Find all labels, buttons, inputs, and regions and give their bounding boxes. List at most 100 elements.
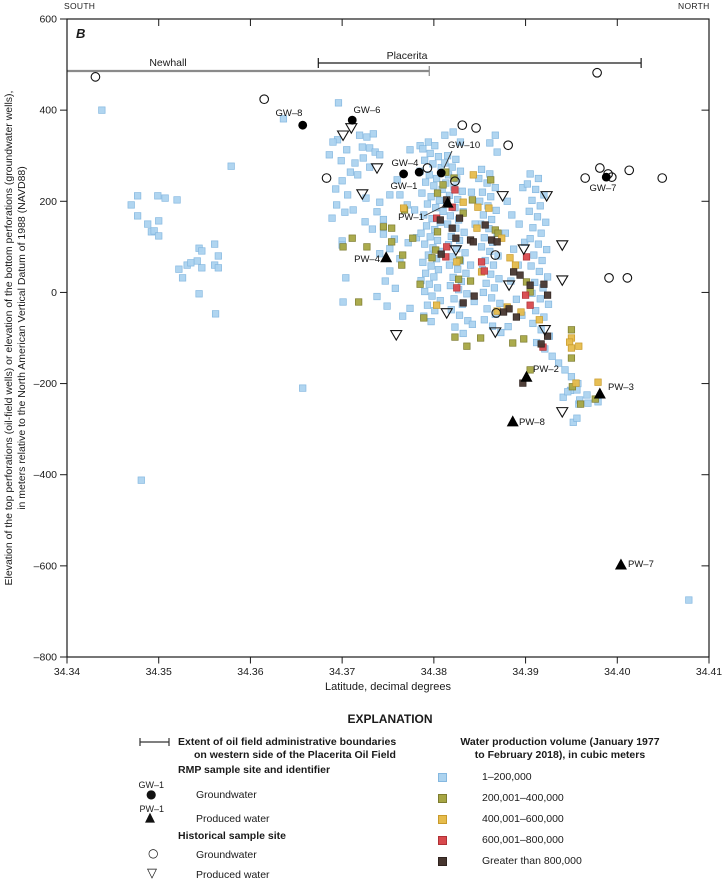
hist-produced-marker bbox=[555, 407, 569, 419]
square-point-vol_1_200k bbox=[490, 284, 498, 292]
square-point-vol_1_200k bbox=[214, 252, 222, 260]
x-tick-label: 34.40 bbox=[604, 666, 630, 678]
square-point-vol_1_200k bbox=[332, 185, 340, 193]
x-tick-label: 34.34 bbox=[54, 666, 80, 678]
square-point-vol_gt_800k bbox=[493, 238, 501, 246]
site-label: PW–1 bbox=[398, 212, 424, 223]
square-point-vol_1_200k bbox=[426, 149, 434, 158]
square-point-vol_1_200k bbox=[343, 146, 351, 154]
hist-produced-marker bbox=[502, 280, 516, 292]
y-tick-label: –800 bbox=[34, 652, 58, 664]
y-axis-title-line1: Elevation of the top perforations (oil-f… bbox=[3, 90, 15, 586]
site-label: PW–3 bbox=[608, 382, 634, 393]
square-point-vol_400_600k bbox=[473, 224, 481, 232]
square-point-vol_1_200k bbox=[342, 274, 350, 282]
square-point-vol_400_600k bbox=[567, 344, 576, 352]
explanation-title: EXPLANATION bbox=[347, 712, 433, 726]
hist-produced-marker bbox=[517, 244, 531, 256]
rmp-produced-marker bbox=[593, 387, 606, 399]
square-point-vol_400_600k bbox=[565, 338, 574, 346]
square-point-vol_1_200k bbox=[515, 220, 523, 228]
square-point-vol_1_200k bbox=[214, 264, 222, 272]
hist-groundwater-marker bbox=[624, 165, 635, 176]
square-point-vol_400_600k bbox=[572, 379, 580, 387]
square-point-vol_1_200k bbox=[532, 307, 540, 315]
square-point-vol_200_400k bbox=[363, 243, 371, 251]
square-point-vol_1_200k bbox=[439, 207, 447, 215]
square-point-vol_1_200k bbox=[450, 295, 458, 303]
site-label: GW–4 bbox=[392, 158, 419, 169]
y-tick-label: –400 bbox=[34, 469, 58, 481]
square-point-vol_1_200k bbox=[512, 295, 521, 303]
square-point-vol_1_200k bbox=[410, 206, 419, 214]
square-point-vol_1_200k bbox=[536, 295, 544, 303]
site-label: GW–1 bbox=[391, 181, 418, 192]
rmp-produced-marker bbox=[441, 196, 454, 208]
hist-produced-marker bbox=[440, 308, 454, 320]
hist-groundwater-marker bbox=[592, 67, 602, 78]
square-point-vol_200_400k bbox=[416, 280, 424, 288]
square-point-vol_1_200k bbox=[421, 240, 429, 248]
square-point-vol_1_200k bbox=[427, 193, 435, 201]
square-point-vol_gt_800k bbox=[516, 271, 524, 279]
square-point-vol_1_200k bbox=[175, 265, 183, 273]
square-point-vol_1_200k bbox=[525, 207, 533, 215]
extent-symbol bbox=[139, 738, 170, 746]
square-point-vol_200_400k bbox=[567, 354, 576, 362]
square-point-vol_1_200k bbox=[134, 212, 142, 220]
square-point-vol_1_200k bbox=[386, 191, 394, 199]
square-point-vol_200_400k bbox=[398, 261, 406, 269]
square-point-vol_1_200k bbox=[427, 317, 435, 326]
hist-groundwater-marker bbox=[503, 140, 513, 151]
square-point-vol_1_200k bbox=[329, 138, 337, 146]
square-point-vol_gt_800k bbox=[543, 291, 552, 299]
square-point-vol_600_800k bbox=[451, 186, 459, 194]
square-point-vol_200_400k bbox=[388, 224, 396, 232]
square-point-vol_1_200k bbox=[279, 115, 288, 123]
square-point-vol_1_200k bbox=[373, 292, 381, 301]
square-point-vol_1_200k bbox=[449, 128, 457, 136]
square-point-vol_1_200k bbox=[386, 267, 394, 275]
square-point-vol_1_200k bbox=[559, 393, 567, 401]
square-point-vol_1_200k bbox=[155, 217, 163, 225]
square-point-vol_1_200k bbox=[349, 206, 357, 214]
square-point-vol_1_200k bbox=[432, 204, 440, 212]
open-triangle-icon: ▽ bbox=[147, 866, 157, 881]
hist-groundwater-marker bbox=[622, 272, 633, 283]
square-point-vol_200_400k bbox=[463, 342, 471, 350]
square-point-vol_1_200k bbox=[567, 373, 576, 381]
square-point-vol_1_200k bbox=[493, 148, 501, 156]
square-point-vol_1_200k bbox=[358, 143, 366, 151]
rmp-produced-marker bbox=[520, 370, 533, 382]
square-point-vol_1_200k bbox=[419, 258, 427, 266]
square-point-vol_1_200k bbox=[193, 257, 201, 265]
square-point-vol_200_400k bbox=[409, 234, 417, 242]
square-point-vol_1_200k bbox=[486, 247, 494, 256]
square-point-vol_200_400k bbox=[459, 209, 467, 217]
square-point-vol_1_200k bbox=[532, 185, 540, 194]
rmp-produced-marker bbox=[380, 251, 393, 263]
square-point-vol_1_200k bbox=[487, 193, 495, 201]
hist-produced-marker bbox=[355, 189, 369, 201]
square-point-vol_1_200k bbox=[430, 182, 438, 190]
rmp-groundwater-marker bbox=[601, 172, 611, 182]
square-point-vol_gt_800k bbox=[540, 280, 548, 288]
volume-swatch-4 bbox=[438, 836, 447, 845]
square-point-vol_1_200k bbox=[334, 99, 343, 107]
site-label: GW–7 bbox=[590, 183, 617, 194]
square-point-vol_1_200k bbox=[459, 329, 467, 338]
square-point-vol_1_200k bbox=[477, 165, 486, 173]
square-point-vol_1_200k bbox=[337, 157, 345, 165]
square-point-vol_400_600k bbox=[506, 254, 514, 262]
square-point-vol_1_200k bbox=[421, 287, 429, 296]
volume-class-4-label: 600,001–800,000 bbox=[482, 834, 564, 846]
square-point-vol_200_400k bbox=[591, 395, 599, 403]
square-point-vol_1_200k bbox=[521, 238, 529, 246]
square-point-vol_200_400k bbox=[450, 174, 458, 182]
volume-heading: Water production volume (January 1977 to… bbox=[440, 736, 680, 761]
site-label-leader bbox=[423, 205, 445, 217]
square-point-vol_gt_800k bbox=[459, 299, 467, 307]
square-point-vol_200_400k bbox=[487, 176, 495, 184]
rmp-groundwater-marker bbox=[414, 167, 424, 177]
hist-groundwater-marker bbox=[490, 250, 501, 260]
